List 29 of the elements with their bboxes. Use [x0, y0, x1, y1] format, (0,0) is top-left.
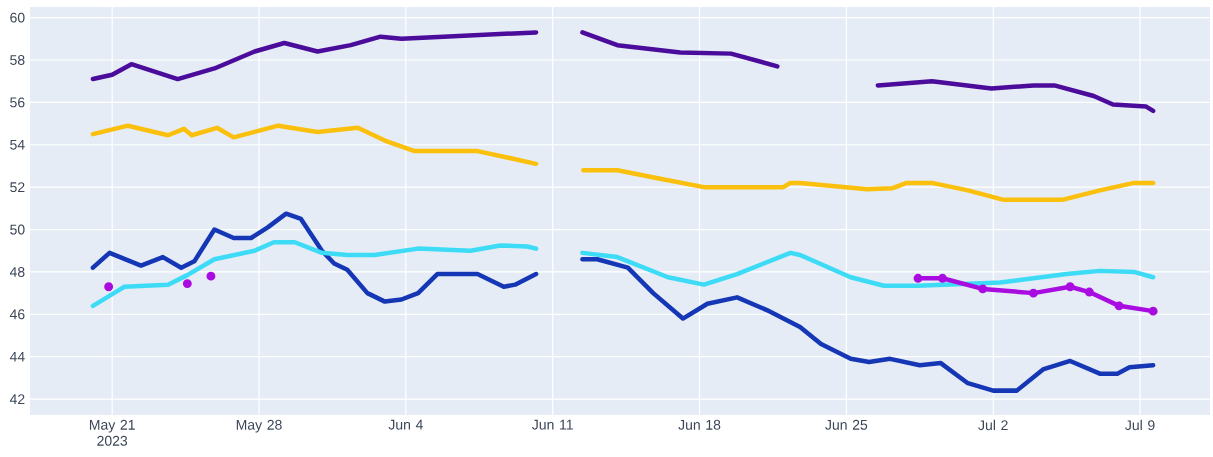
- point: [1114, 301, 1124, 311]
- point: [1148, 306, 1158, 316]
- y-tick-label: 54: [10, 139, 25, 150]
- point: [913, 273, 923, 283]
- x-tick-label: Jul 9: [1125, 419, 1155, 431]
- x-tick-label: May 28: [236, 419, 282, 433]
- y-tick-label: 50: [10, 224, 25, 235]
- x-tick-label: Jun 25: [825, 419, 868, 430]
- point: [206, 271, 216, 281]
- y-tick-label: 52: [10, 182, 25, 193]
- point: [1065, 282, 1075, 292]
- point: [1084, 287, 1094, 297]
- y-tick-label: 58: [10, 55, 25, 65]
- y-tick-label: 42: [9, 394, 25, 404]
- x-tick-label: Jun 18: [678, 419, 721, 430]
- point: [978, 284, 988, 294]
- x-tick-label: May 21 2023: [89, 419, 135, 446]
- x-tick-label: Jun 4: [388, 419, 423, 430]
- point: [182, 279, 192, 289]
- point: [938, 273, 947, 283]
- point: [1028, 288, 1038, 298]
- y-tick-label: 48: [9, 266, 25, 277]
- x-tick-label: Jul 2: [978, 419, 1008, 431]
- point: [104, 282, 114, 292]
- x-tick-label: Jun 11: [532, 419, 573, 430]
- y-tick-label: 56: [10, 97, 25, 108]
- y-tick-label: 44: [9, 351, 25, 362]
- y-tick-label: 60: [10, 12, 25, 23]
- y-tick-label: 46: [9, 309, 25, 320]
